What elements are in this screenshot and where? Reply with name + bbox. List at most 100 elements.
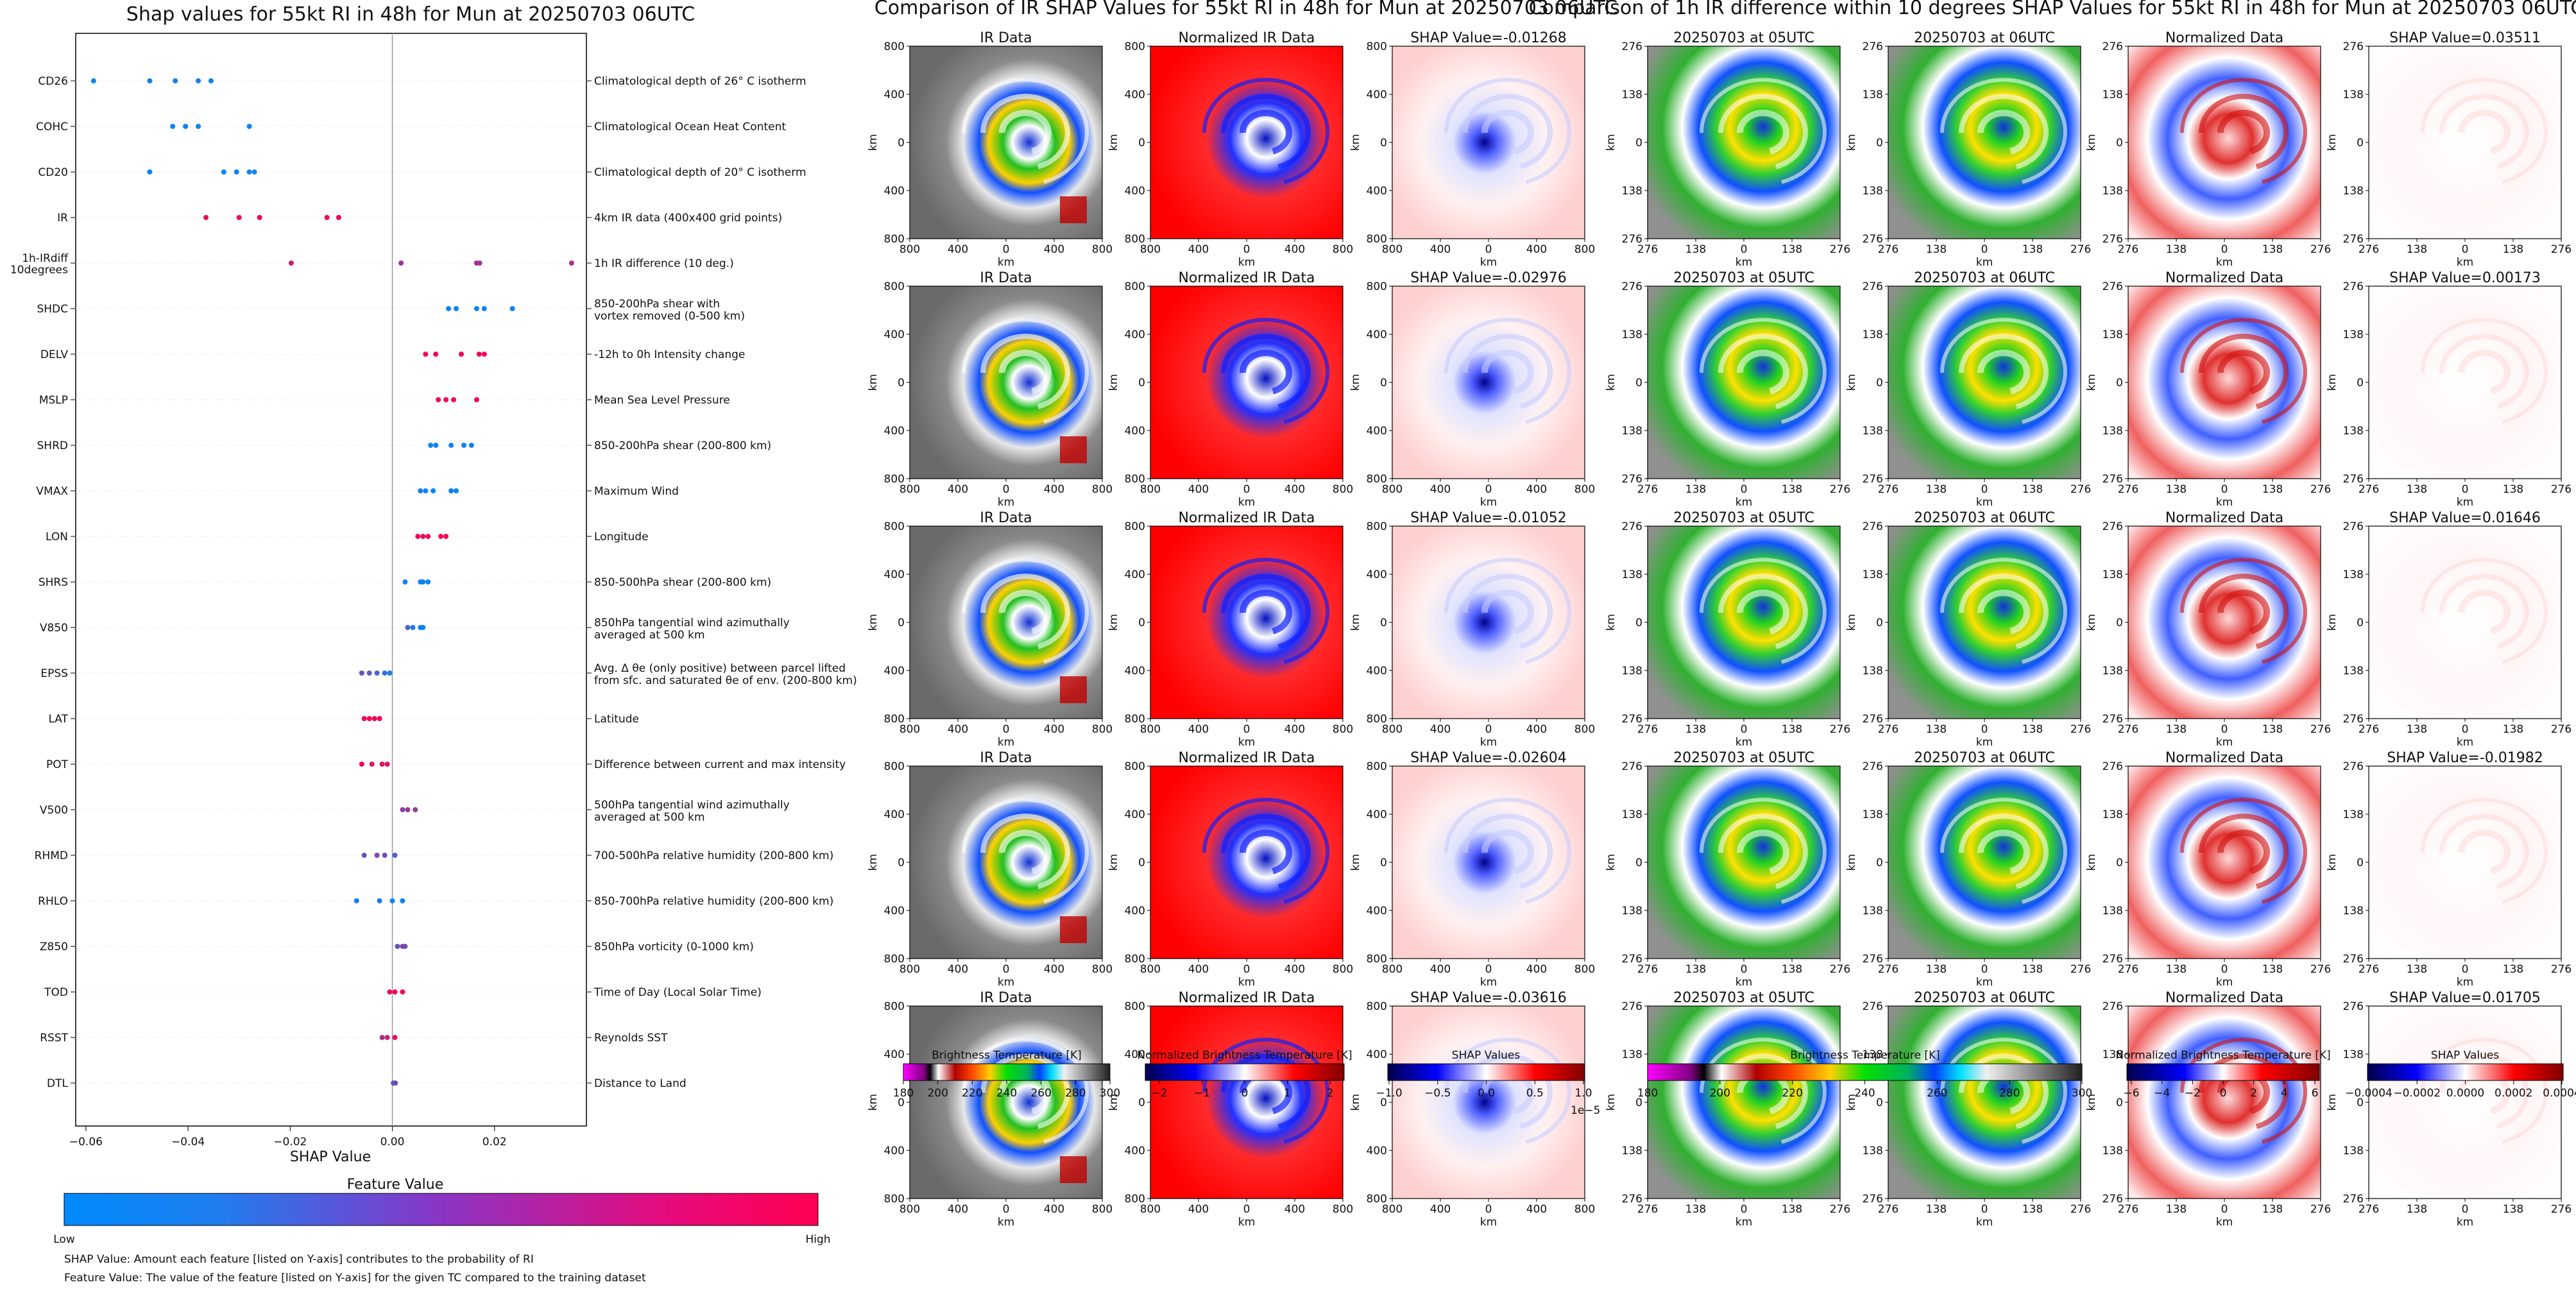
y-tick-label: 138 [1863,568,1883,581]
cbar-tick-label: 1.0 [1574,1087,1592,1100]
storm-band [961,318,1089,424]
y-tick-label: 138 [2343,808,2364,821]
feature-name: POT [46,758,69,771]
x-tick-label: 800 [1333,243,1353,256]
x-tick-label: 138 [1782,1203,1802,1216]
y-tick-label: 0 [1635,857,1642,869]
shap-point [366,670,372,676]
y-tick-label: 276 [1622,760,1642,773]
y-tick-label: 0 [1635,377,1642,389]
feature-description: 850hPa vorticity (0-1000 km) [594,941,754,953]
x-tick-label: 138 [2503,1203,2523,1216]
feature-description: Distance to Land [594,1077,687,1090]
y-tick-label: 138 [2103,665,2123,678]
feature-name: VMAX [36,485,68,498]
y-tick-label: 800 [884,1193,905,1206]
y-tick-label: 800 [1125,40,1145,53]
panel-title: IR Data [980,30,1032,46]
cbar-nbt-gradient [1145,1063,1345,1081]
cbar-tick-label: 240 [996,1087,1017,1100]
shap-point [413,807,418,812]
y-tick-label: 0 [2357,617,2364,629]
storm-band [1444,558,1571,664]
summary-xlabel: SHAP Value [290,1149,371,1165]
x-tick-label: 800 [1574,963,1595,976]
shap-point [410,625,416,630]
shap-point [369,762,375,767]
shap-point [398,260,404,266]
shap-point [387,670,393,676]
shap-point [428,443,434,448]
panel-image [1150,766,1343,959]
cbar-tick-label: 220 [1782,1087,1802,1100]
shap-point [425,579,431,585]
x-tick-label: 276 [2310,243,2331,256]
x-tick-label: 138 [1782,243,1802,256]
shap-point [377,716,382,721]
panel-xlabel: km [998,1216,1014,1229]
x-tick-label: 0 [2221,723,2228,736]
panel-title: SHAP Value=0.03511 [2389,30,2541,46]
x-tick-label: 138 [2407,1203,2427,1216]
panel-image [1392,526,1585,719]
y-tick-label: 138 [1622,329,1642,341]
x-tick-label: 138 [2262,1203,2283,1216]
shap-point [448,443,454,448]
x-tick-label: 400 [1284,483,1305,496]
x-tick-label: 276 [2118,243,2138,256]
x-tick-label: 276 [1637,1203,1658,1216]
panel-image [1888,766,2081,959]
x-tick-label: 138 [2503,243,2523,256]
irdiff-image-grid: 20250703 at 05UTC 276 276 138 138 0 0 138 138 276… [1605,30,2572,1229]
feature-value-colorbar: Feature Value Low High SHAP Value: Amoun… [53,1177,830,1285]
x-tick-label: 138 [2166,963,2187,976]
x-tick-label: 800 [900,723,920,736]
storm-band [1481,110,1534,155]
panel-ylabel: km [2326,1094,2339,1111]
x-tick-label: 400 [948,723,968,736]
y-tick-label: 0 [1138,1097,1145,1109]
panel-image [1648,1006,1840,1199]
storm-band [998,590,1052,635]
storm-band [1444,1037,1571,1144]
shap-point [459,352,464,357]
x-tick-label: 276 [2551,483,2572,496]
y-tick-label: 0 [2116,377,2123,389]
panel-title: SHAP Value=-0.01052 [1410,510,1567,526]
shap-point [361,853,367,858]
x-tick-label: 400 [1188,723,1209,736]
y-tick-label: 276 [1622,953,1642,966]
x-tick-label: 400 [1526,963,1547,976]
y-tick-label: 138 [1863,1048,1883,1061]
cbar-tick-label: 260 [1927,1087,1947,1100]
y-tick-label: 276 [1863,280,1883,293]
cbar-tick-label: 220 [962,1087,982,1100]
x-tick-label: 800 [1382,243,1403,256]
y-tick-label: 138 [2103,329,2123,341]
shap-point [371,716,377,721]
storm-band [1958,94,2049,169]
y-tick-label: 400 [884,1048,905,1061]
panel-ylabel: km [1605,614,1617,631]
shap-point [402,579,408,585]
storm-band [2198,574,2289,649]
y-tick-label: 138 [2103,425,2123,438]
y-tick-label: 800 [1125,473,1145,486]
panel-xlabel: km [1736,496,1752,509]
y-tick-label: 0 [1380,1097,1387,1109]
x-tick-label: 276 [1830,483,1850,496]
cbar-tick-label: 200 [927,1087,948,1100]
cbar-nbt2-gradient [2126,1063,2320,1081]
y-tick-label: 138 [1622,89,1642,101]
panel-ylabel: km [1349,614,1362,631]
shap-point [170,124,176,129]
y-tick-label: 138 [2103,905,2123,918]
y-tick-label: 800 [884,473,905,486]
x-tick-label: 800 [1333,963,1353,976]
y-tick-label: 276 [2343,953,2364,966]
x-tick-label: 276 [2118,963,2138,976]
y-tick-label: 276 [2103,1000,2123,1013]
feature-description: Maximum Wind [594,485,679,498]
y-tick-label: 138 [1863,89,1883,101]
